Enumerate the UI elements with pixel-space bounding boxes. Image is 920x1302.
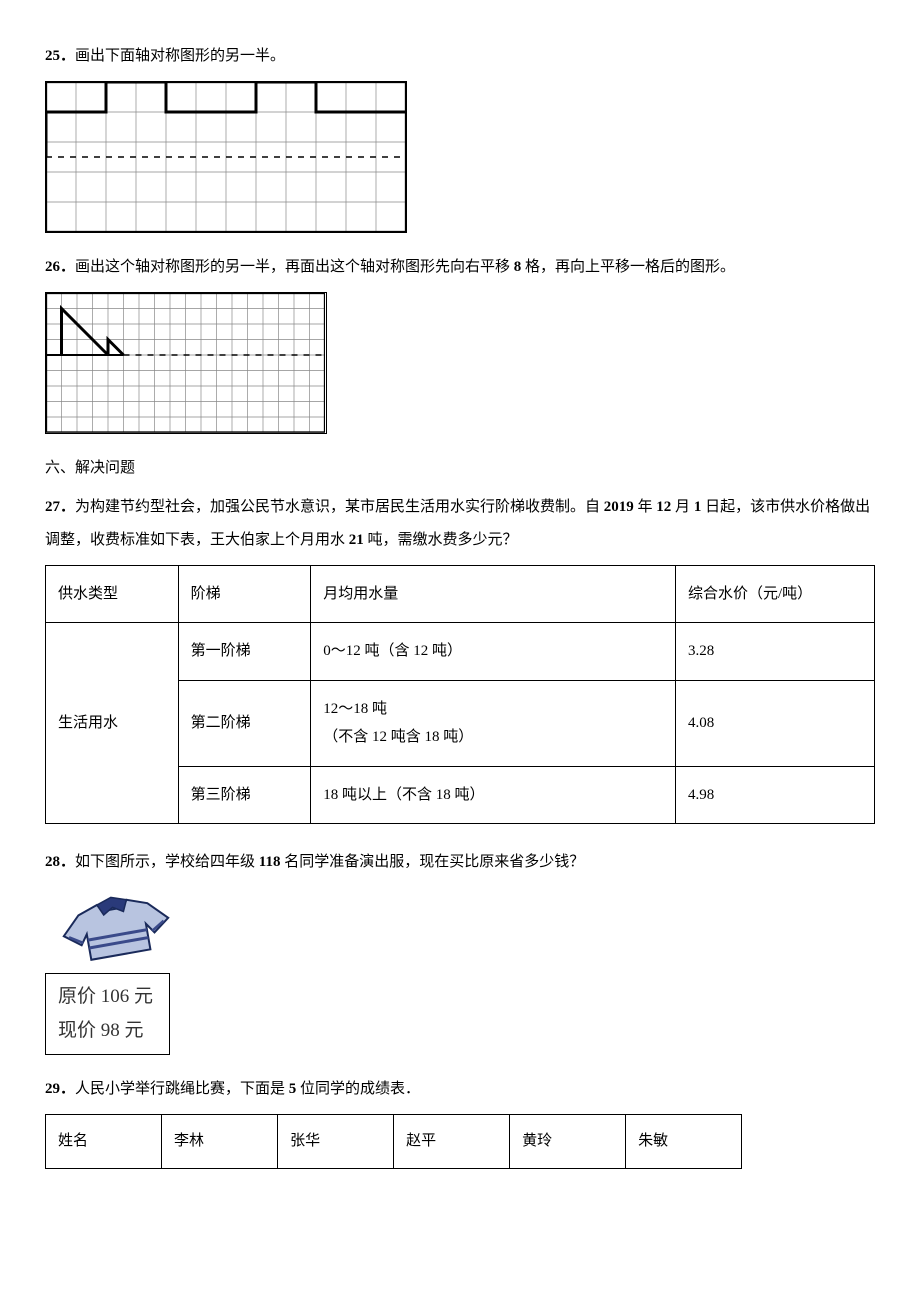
table-row: 生活用水 第一阶梯 0～12 吨（含 12 吨） 3.28 (46, 623, 875, 681)
cell-tier: 第一阶梯 (178, 623, 311, 681)
q27-t3: 月 (671, 499, 694, 515)
price-current: 现价 98 元 (58, 1014, 153, 1048)
question-26: 26．画出这个轴对称图形的另一半，再面出这个轴对称图形先向右平移 8 格，再向上… (45, 251, 875, 284)
cell-price: 4.98 (676, 766, 875, 824)
th-name: 姓名 (46, 1115, 162, 1169)
cell-name: 黄玲 (510, 1115, 626, 1169)
q27-table: 供水类型 阶梯 月均用水量 综合水价（元/吨） 生活用水 第一阶梯 0～12 吨… (45, 565, 875, 825)
price-original: 原价 106 元 (58, 980, 153, 1014)
q25-number: 25． (45, 48, 75, 64)
table-row: 姓名 李林 张华 赵平 黄玲 朱敏 (46, 1115, 742, 1169)
q25-text: 画出下面轴对称图形的另一半。 (75, 48, 285, 64)
q28-b1: 118 (259, 854, 281, 870)
q27-b2: 12 (656, 499, 671, 515)
q26-text: 画出这个轴对称图形的另一半，再面出这个轴对称图形先向右平移 (75, 259, 514, 275)
q27-b1: 2019 (604, 499, 634, 515)
q27-number: 27． (45, 499, 75, 515)
cell-name: 赵平 (394, 1115, 510, 1169)
price-card: 原价 106 元 现价 98 元 (45, 973, 170, 1055)
q26-text2: 格，再向上平移一格后的图形。 (521, 259, 735, 275)
cell-usage: 0～12 吨（含 12 吨） (311, 623, 676, 681)
section-6-header: 六、解决问题 (45, 452, 875, 485)
q29-number: 29． (45, 1081, 75, 1097)
q28-t2: 名同学准备演出服，现在买比原来省多少钱？ (280, 854, 584, 870)
cell-usage: 18 吨以上（不含 18 吨） (311, 766, 676, 824)
cell-name: 张华 (278, 1115, 394, 1169)
q28-t1: 如下图所示，学校给四年级 (75, 854, 259, 870)
th-usage: 月均用水量 (311, 565, 676, 623)
q29-table: 姓名 李林 张华 赵平 黄玲 朱敏 (45, 1114, 742, 1169)
q28-card: 原价 106 元 现价 98 元 (45, 887, 875, 1055)
cell-category: 生活用水 (46, 623, 179, 824)
cell-tier: 第二阶梯 (178, 680, 311, 766)
cell-price: 3.28 (676, 623, 875, 681)
question-28: 28．如下图所示，学校给四年级 118 名同学准备演出服，现在买比原来省多少钱？ (45, 846, 875, 879)
q28-number: 28． (45, 854, 75, 870)
q29-t2: 位同学的成绩表． (296, 1081, 420, 1097)
question-25: 25．画出下面轴对称图形的另一半。 (45, 40, 875, 73)
question-27: 27．为构建节约型社会，加强公民节水意识，某市居民生活用水实行阶梯收费制。自 2… (45, 491, 875, 557)
cell-usage: 12～18 吨 （不含 12 吨含 18 吨） (311, 680, 676, 766)
shirt-icon (51, 887, 875, 975)
q26-grid (45, 292, 327, 434)
cell-tier: 第三阶梯 (178, 766, 311, 824)
q27-t2: 年 (634, 499, 657, 515)
q27-b4: 21 (349, 532, 364, 548)
q25-grid (45, 81, 407, 233)
cell-price: 4.08 (676, 680, 875, 766)
cell-name: 李林 (162, 1115, 278, 1169)
q27-t1: 为构建节约型社会，加强公民节水意识，某市居民生活用水实行阶梯收费制。自 (75, 499, 604, 515)
q27-t5: 吨，需缴水费多少元？ (364, 532, 518, 548)
q26-number: 26． (45, 259, 75, 275)
th-price: 综合水价（元/吨） (676, 565, 875, 623)
th-type: 供水类型 (46, 565, 179, 623)
table-row: 供水类型 阶梯 月均用水量 综合水价（元/吨） (46, 565, 875, 623)
cell-name: 朱敏 (626, 1115, 742, 1169)
th-tier: 阶梯 (178, 565, 311, 623)
q29-t1: 人民小学举行跳绳比赛，下面是 (75, 1081, 289, 1097)
question-29: 29．人民小学举行跳绳比赛，下面是 5 位同学的成绩表． (45, 1073, 875, 1106)
